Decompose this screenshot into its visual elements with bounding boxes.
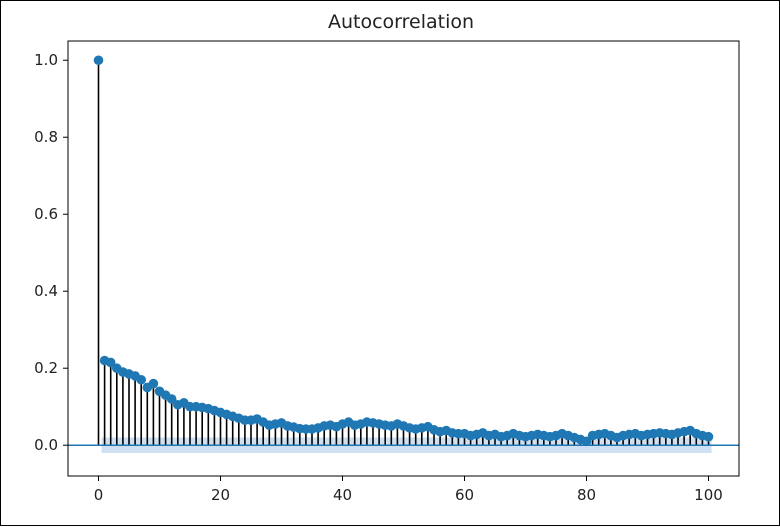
data-point <box>166 394 177 404</box>
y-tick-label: 1.0 <box>34 51 58 69</box>
data-point <box>148 378 159 389</box>
marker-layer <box>93 55 714 447</box>
y-tick-label: 0.0 <box>34 436 58 454</box>
y-tick-label: 0.4 <box>34 282 58 300</box>
y-tick-label: 0.2 <box>34 359 58 377</box>
x-tick-label: 40 <box>333 486 352 504</box>
x-axis-ticks: 0 20 40 60 80 100 <box>94 476 723 504</box>
y-tick-label: 0.6 <box>34 205 58 223</box>
y-axis-ticks: 0.0 0.2 0.4 0.6 0.8 1.0 <box>34 51 68 454</box>
x-tick-label: 0 <box>94 486 104 504</box>
x-tick-label: 80 <box>577 486 596 504</box>
chart-title: Autocorrelation <box>328 11 474 33</box>
data-point <box>703 431 714 442</box>
data-point <box>105 357 116 368</box>
data-point <box>581 436 592 447</box>
y-tick-label: 0.8 <box>34 128 58 146</box>
data-point <box>136 374 146 385</box>
x-tick-label: 20 <box>211 486 230 504</box>
plot-area-border <box>67 40 740 477</box>
stem-layer <box>97 60 710 446</box>
data-point <box>93 55 104 66</box>
x-tick-label: 100 <box>694 486 723 504</box>
x-tick-label: 60 <box>455 486 474 504</box>
